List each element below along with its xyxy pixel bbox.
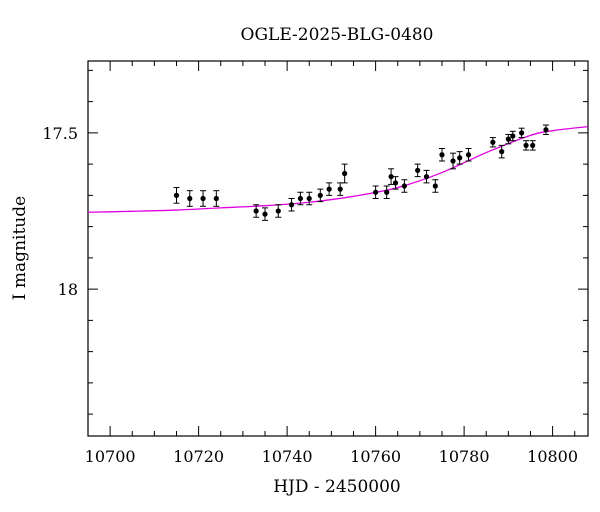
point-marker xyxy=(262,211,268,217)
data-point xyxy=(423,169,430,184)
data-point xyxy=(261,207,268,221)
data-point xyxy=(523,140,530,151)
data-point xyxy=(388,168,395,185)
point-marker xyxy=(173,192,180,198)
x-tick-label: 10800 xyxy=(527,447,578,466)
point-marker xyxy=(465,152,472,158)
data-point xyxy=(432,179,439,193)
data-point xyxy=(337,182,344,196)
data-point xyxy=(253,204,260,218)
point-marker xyxy=(505,136,511,142)
data-point xyxy=(392,176,399,190)
data-point xyxy=(326,182,333,196)
y-tick-label: 17.5 xyxy=(42,124,78,143)
point-marker xyxy=(392,180,399,186)
data-point xyxy=(288,198,295,212)
x-axis-label: HJD - 2450000 xyxy=(273,477,401,497)
data-point xyxy=(213,190,220,207)
point-marker xyxy=(384,189,390,195)
data-point xyxy=(414,163,421,178)
data-point xyxy=(317,188,324,203)
tick-labels: 10700 10720 10740 10760 10780 10800 17.5 18 xyxy=(42,124,578,466)
data-point xyxy=(306,191,313,206)
data-point xyxy=(450,152,457,170)
point-marker xyxy=(510,133,516,139)
data-point xyxy=(498,144,505,159)
data-point xyxy=(529,140,536,151)
point-marker xyxy=(253,208,259,214)
data-point xyxy=(518,127,525,139)
data-point xyxy=(383,185,390,199)
data-point xyxy=(186,190,193,207)
point-marker xyxy=(373,189,379,195)
data-points xyxy=(173,124,549,221)
y-tick-label: 18 xyxy=(58,280,78,299)
point-marker xyxy=(415,167,421,173)
data-point xyxy=(509,130,516,142)
point-marker xyxy=(317,192,323,198)
point-marker xyxy=(326,186,332,192)
x-tick-label: 10780 xyxy=(439,447,490,466)
data-point xyxy=(401,179,408,193)
chart-title: OGLE-2025-BLG-0480 xyxy=(241,25,434,45)
data-point xyxy=(275,204,282,218)
data-point xyxy=(542,124,549,135)
point-marker xyxy=(530,142,536,148)
point-marker xyxy=(342,170,348,177)
point-marker xyxy=(401,183,407,189)
point-marker xyxy=(499,149,505,155)
data-point xyxy=(505,133,512,145)
point-marker xyxy=(306,195,312,202)
plot-frame xyxy=(87,60,589,437)
x-tick-label: 10700 xyxy=(85,447,136,466)
point-marker xyxy=(187,195,193,202)
data-point xyxy=(372,185,379,199)
point-marker xyxy=(432,183,438,189)
point-marker xyxy=(543,127,549,133)
data-point xyxy=(456,151,463,165)
x-tick-label: 10760 xyxy=(350,447,401,466)
point-marker xyxy=(450,158,456,164)
data-point xyxy=(465,148,472,162)
point-marker xyxy=(388,174,394,180)
y-axis-label: I magnitude xyxy=(10,196,30,300)
point-marker xyxy=(490,139,496,145)
axis-ticks xyxy=(88,61,588,436)
point-marker xyxy=(288,202,295,208)
data-point xyxy=(200,190,207,207)
point-marker xyxy=(439,152,445,158)
point-marker xyxy=(519,130,525,136)
model-curve xyxy=(87,125,589,213)
x-tick-label: 10740 xyxy=(262,447,313,466)
data-point xyxy=(297,191,304,206)
point-marker xyxy=(337,186,343,192)
data-point xyxy=(173,187,180,204)
point-marker xyxy=(200,195,206,202)
point-marker xyxy=(457,155,463,161)
x-tick-label: 10720 xyxy=(173,447,224,466)
point-marker xyxy=(297,195,303,202)
data-point xyxy=(341,163,348,184)
data-point xyxy=(489,137,496,148)
point-marker xyxy=(275,208,281,214)
data-point xyxy=(438,148,445,162)
point-marker xyxy=(523,142,529,148)
point-marker xyxy=(423,174,430,180)
point-marker xyxy=(213,195,219,202)
